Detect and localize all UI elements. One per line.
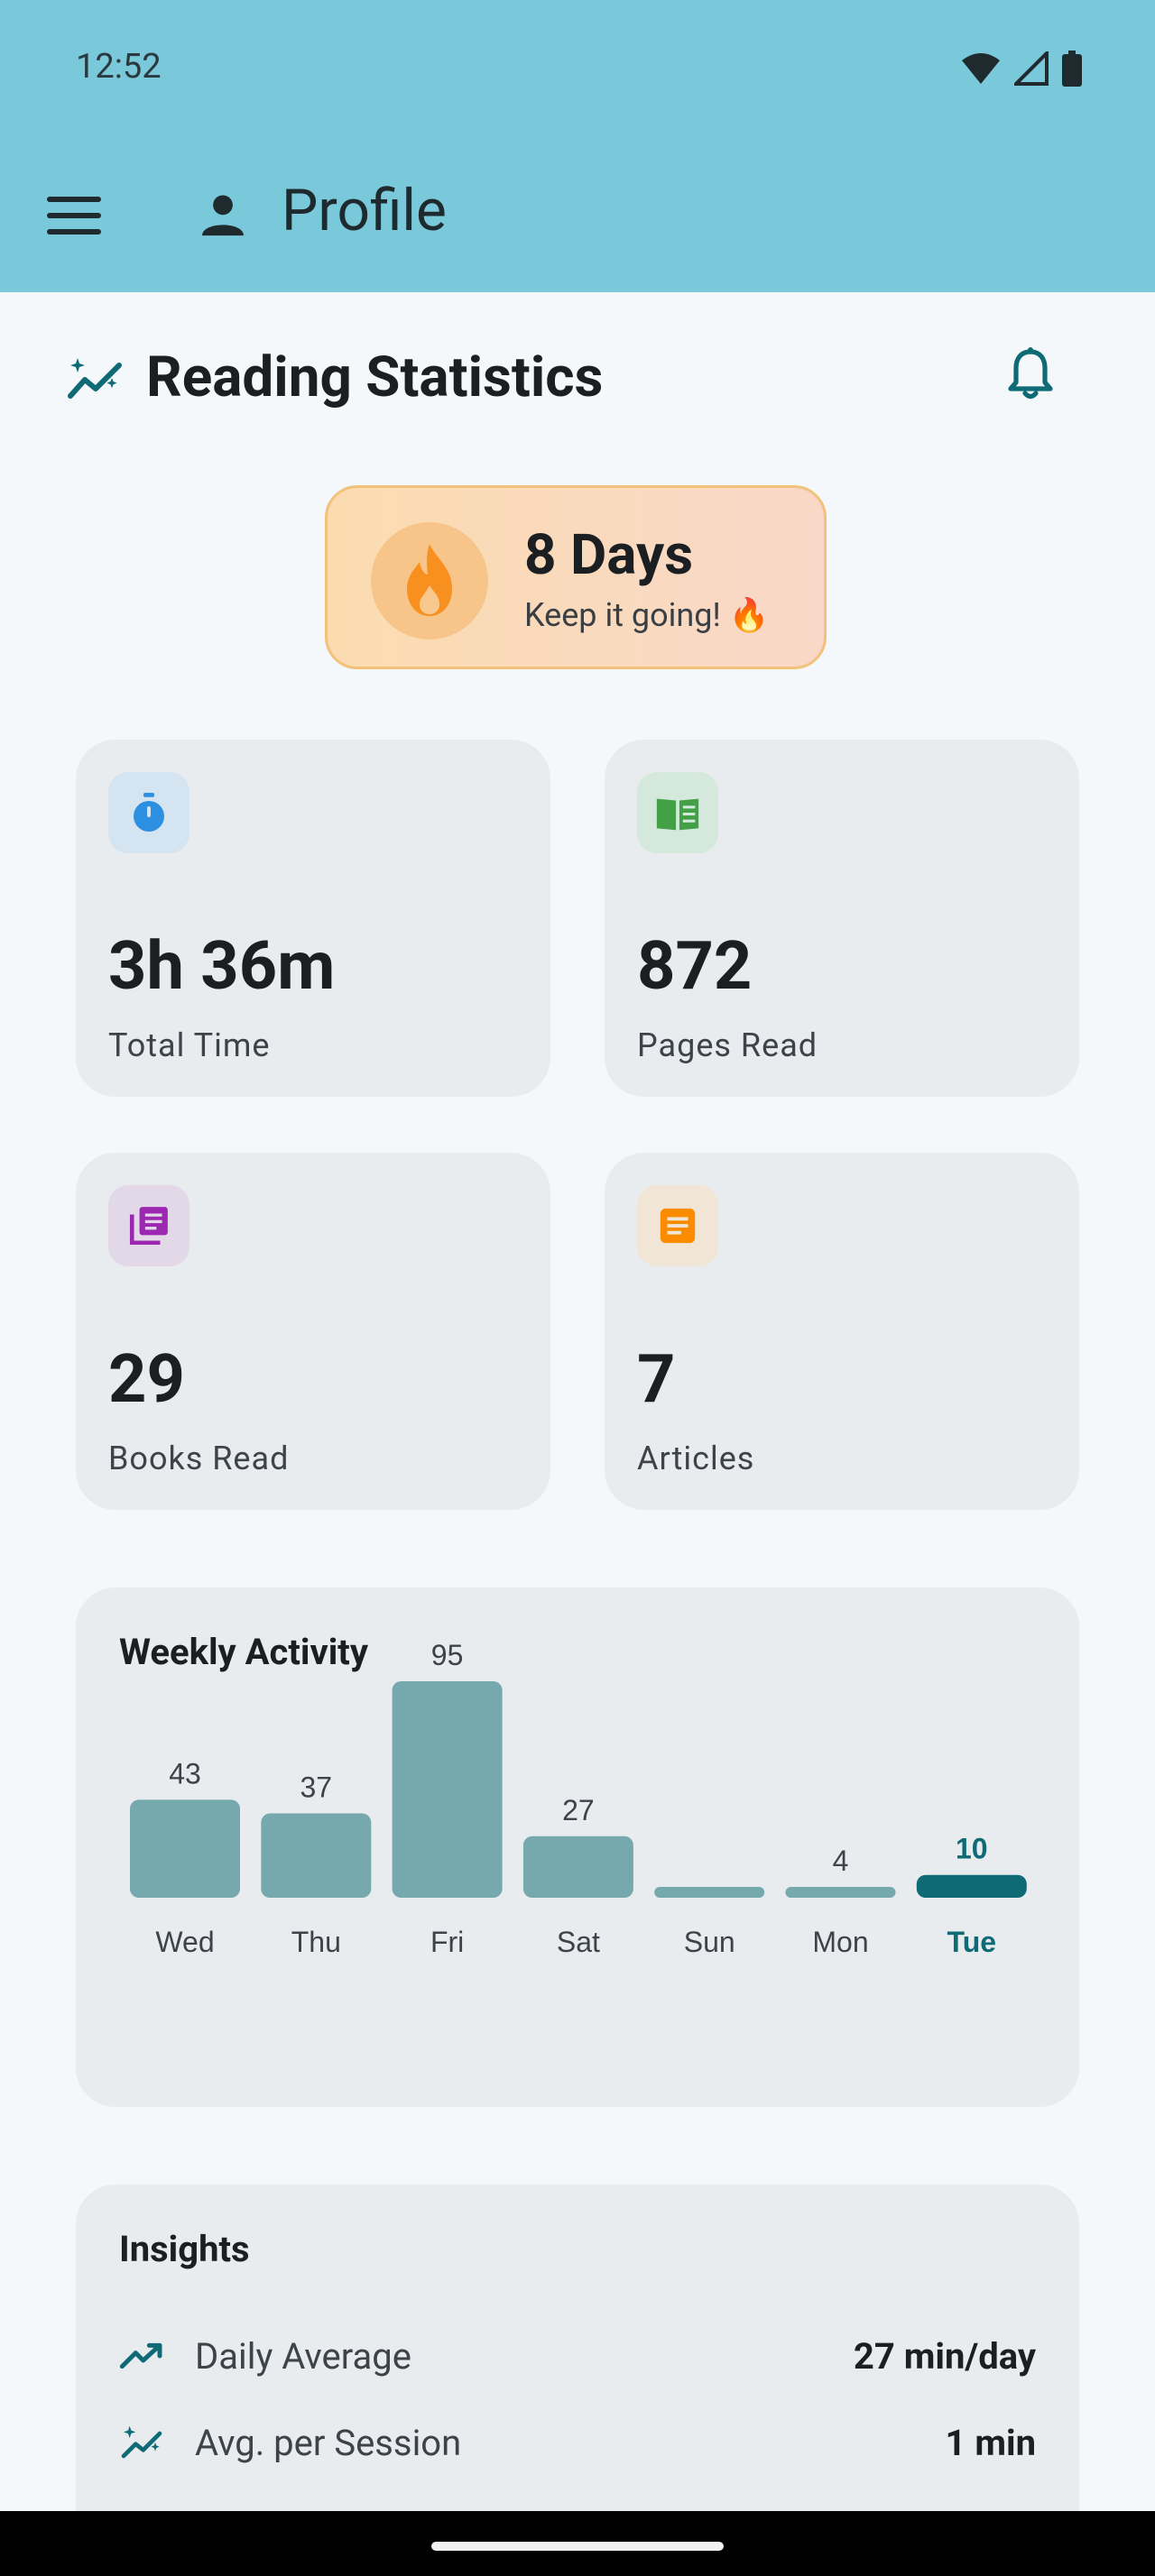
weekly-activity-card: Weekly Activity 43 Wed 37 Thu 95 Fri 27 Sat Sun 4… [76,1587,1079,2107]
stat-card-total-time[interactable]: 3h 36m Total Time [76,740,550,1097]
stat-icon-badge [108,1185,189,1266]
stat-value: 872 [637,927,753,1006]
stat-card-books-read[interactable]: 29 Books Read [76,1153,550,1510]
trending-up-icon [119,2342,162,2369]
streak-days: 8 Days [524,522,694,588]
home-gesture-handle[interactable] [431,2542,724,2551]
bar-value-label: 4 [833,1845,849,1877]
bar-wed [130,1799,240,1898]
insight-label: Daily Average [195,2334,411,2378]
insight-value: 1 min [945,2421,1036,2464]
stat-card-pages-read[interactable]: 872 Pages Read [605,740,1079,1097]
insights-card: Insights Daily Average 27 min/day Avg. p… [76,2185,1079,2511]
bar-value-label: 95 [431,1639,464,1671]
stat-value: 7 [637,1340,676,1419]
day-label: Fri [430,1926,464,1958]
app-bar: Profile [0,135,1155,292]
streak-message: Keep it going! 🔥 [524,596,770,634]
weekly-activity-title: Weekly Activity [119,1631,368,1673]
stat-label: Books Read [108,1440,290,1477]
stat-label: Pages Read [637,1026,818,1064]
person-icon [202,195,244,236]
library-books-icon [129,1207,168,1246]
status-icons [960,51,1083,87]
bar-fri [392,1681,503,1898]
bar-sat [522,1835,633,1898]
weekly-activity-chart: 43 Wed 37 Thu 95 Fri 27 Sat Sun 4 Mon 10 Tue [130,1639,1027,1958]
day-label: Wed [155,1926,214,1958]
bar-sun [654,1887,765,1898]
day-label: Mon [812,1926,868,1958]
streak-card: 8 Days Keep it going! 🔥 [325,485,827,669]
battery-icon [1062,51,1082,87]
insights-title: Insights [119,2228,250,2270]
open-book-icon [656,798,699,831]
day-label: Sun [684,1926,735,1958]
streak-badge [371,522,488,639]
stat-card-articles[interactable]: 7 Articles [605,1153,1079,1510]
insight-row-daily-average: Daily Average 27 min/day [119,2329,1036,2383]
system-nav-bar [0,2511,1155,2576]
insight-row-avg-per-session: Avg. per Session 1 min [119,2415,1036,2470]
section-title: Reading Statistics [146,345,604,410]
bar-thu [261,1813,372,1898]
insight-value: 27 min/day [853,2334,1036,2378]
stat-label: Total Time [108,1026,271,1064]
day-label: Tue [947,1926,997,1958]
stat-label: Articles [637,1440,755,1477]
main-content[interactable]: Reading Statistics 8 Days Keep it going!… [0,292,1155,2511]
status-bar: 12:52 [0,0,1155,135]
timer-icon [134,793,164,832]
stat-icon-badge [637,772,718,853]
day-label: Thu [291,1926,341,1958]
bar-value-label: 43 [169,1757,201,1789]
insight-label: Avg. per Session [195,2421,462,2464]
stat-value: 29 [108,1340,185,1419]
bar-value-label: 10 [956,1833,988,1865]
flame-icon [407,544,452,616]
cell-signal-icon [1014,51,1049,86]
stat-icon-badge [637,1185,718,1266]
menu-icon[interactable] [47,197,101,236]
section-header: Reading Statistics [65,345,603,410]
day-label: Sat [557,1926,600,1958]
bar-value-label: 37 [300,1771,333,1804]
bar-mon [785,1887,896,1898]
sparkle-trend-icon [121,2425,162,2459]
wifi-icon [962,53,1000,84]
article-icon [660,1208,696,1244]
notification-bell-icon[interactable] [1007,346,1054,400]
page-title: Profile [282,177,447,244]
stat-value: 3h 36m [108,927,336,1006]
status-time: 12:52 [76,47,162,87]
stat-icon-badge [108,772,189,853]
bar-tue [916,1874,1027,1898]
bar-value-label: 27 [562,1794,595,1826]
auto-graph-icon [68,357,122,399]
